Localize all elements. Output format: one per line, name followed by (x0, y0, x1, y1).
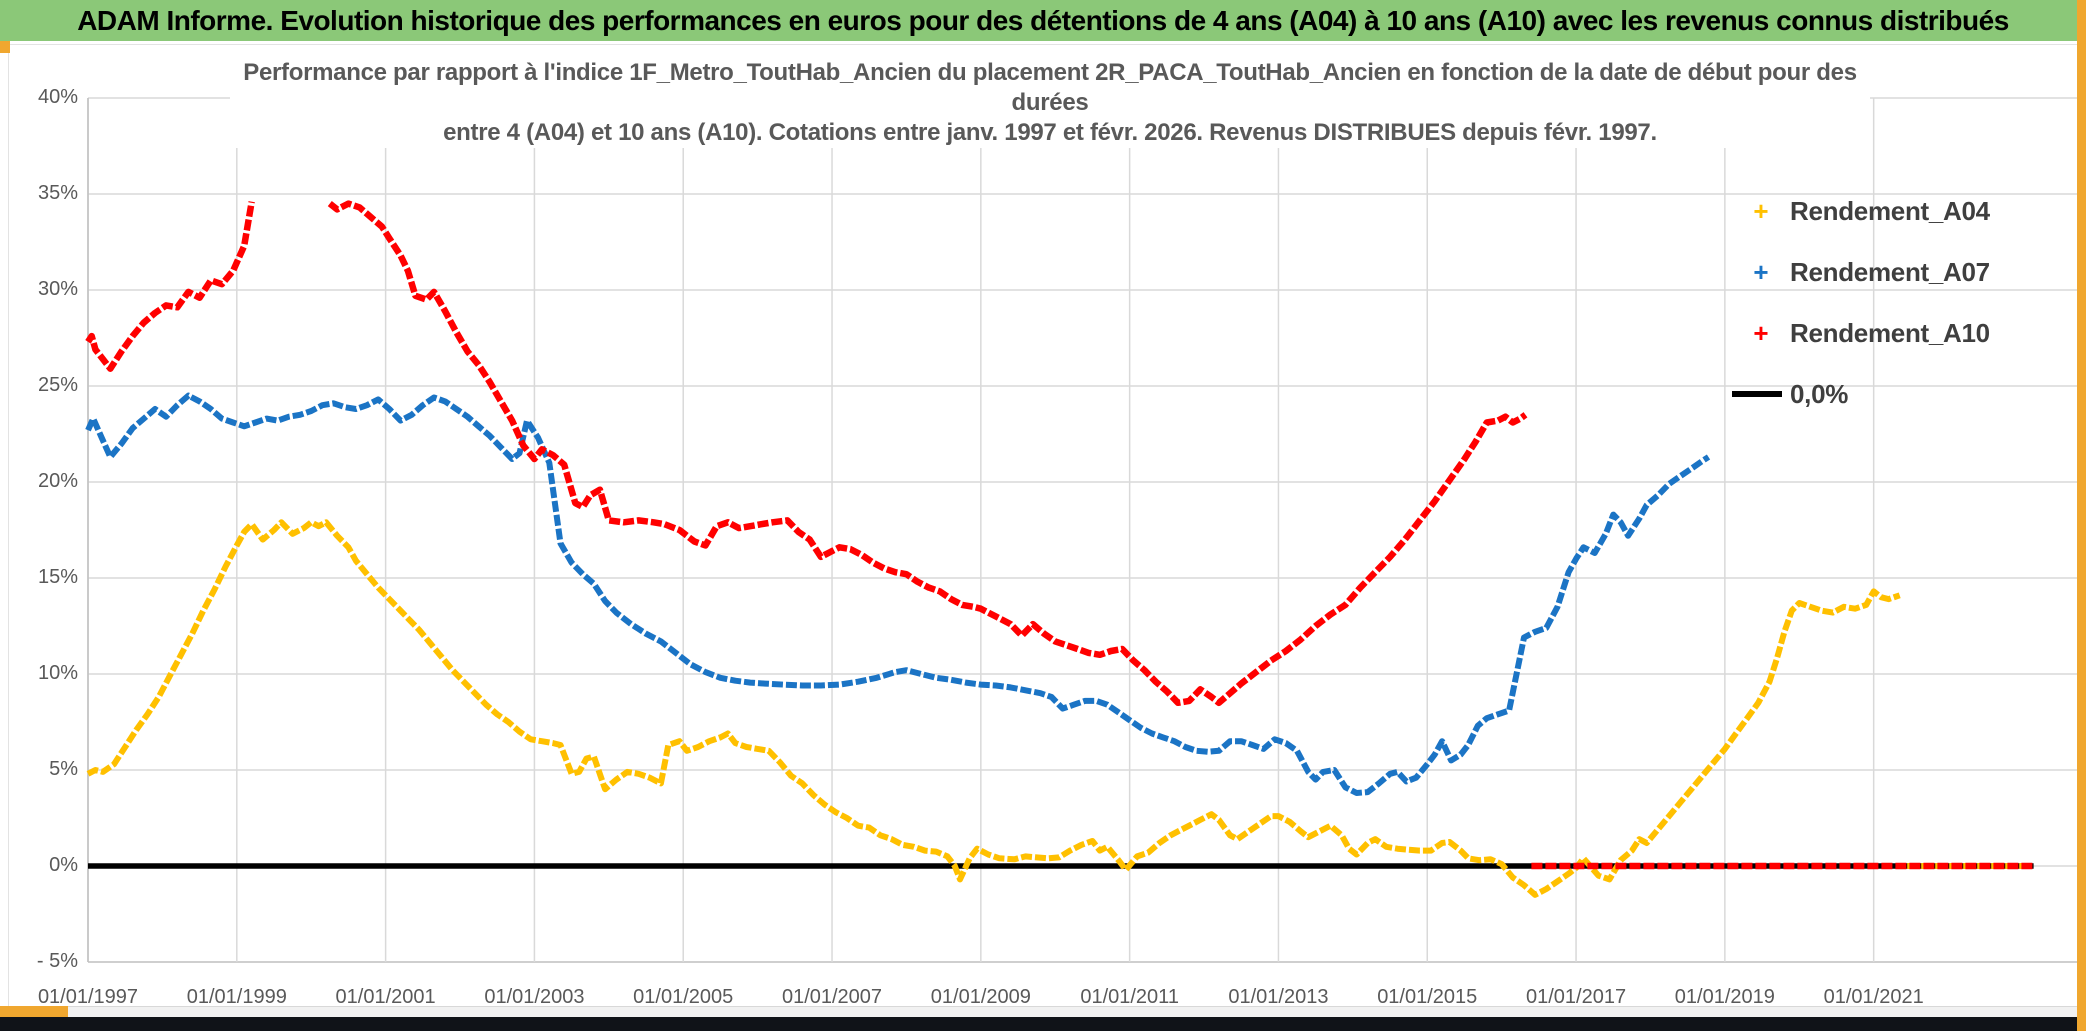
right-window-border (2077, 0, 2086, 1031)
legend-label: 0,0% (1790, 378, 1849, 409)
y-tick-label-40: 40% (37, 86, 78, 108)
legend-plus-marker: + (1753, 317, 1769, 348)
chart-legend: + Rendement_A04 + Rendement_A07 + Rendement_A… (1732, 188, 1990, 432)
x-tick-label-2007: 01/01/2007 (781, 986, 883, 1008)
x-tick-label-2011: 01/01/2011 (1080, 986, 1179, 1008)
x-tick-label-2017: 01/01/2017 (1525, 986, 1627, 1008)
legend-item-rendement-a04[interactable]: + Rendement_A04 (1732, 188, 1990, 234)
chart-title-line-2: durées (1011, 89, 1089, 116)
legend-label: Rendement_A10 (1790, 317, 1990, 348)
legend-item-rendement-a07[interactable]: + Rendement_A07 (1732, 249, 1990, 295)
window-title-bar: ADAM Informe. Evolution historique des p… (0, 0, 2086, 41)
x-tick-label-2009: 01/01/2009 (930, 986, 1031, 1008)
chart-title-line-1: Performance par rapport à l'indice 1F_Me… (243, 59, 1857, 86)
x-tick-label-2003: 01/01/2003 (484, 986, 585, 1008)
x-tick-label-1997: 01/01/1997 (37, 986, 139, 1008)
chart-area[interactable] (8, 44, 2080, 1007)
legend-label: Rendement_A04 (1790, 195, 1990, 226)
y-tick-label-5: 5% (49, 758, 78, 780)
x-tick-label-2019: 01/01/2019 (1674, 986, 1775, 1008)
y-tick-label-30: 30% (37, 278, 78, 300)
series-rendement-a04-seg0[interactable] (86, 519, 1901, 898)
chart-title-line-3: entre 4 (A04) et 10 ans (A10). Cotations… (443, 119, 1657, 146)
left-gold-chip (0, 41, 10, 53)
x-tick-label-2021: 01/01/2021 (1823, 986, 1924, 1008)
x-tick-label-1999: 01/01/1999 (186, 986, 287, 1008)
x-tick-label-2005: 01/01/2005 (633, 986, 734, 1008)
y-tick-label-0: 0% (49, 854, 78, 876)
bottom-left-gold-chip (0, 1006, 68, 1017)
y-tick-label-35: 35% (37, 182, 78, 204)
legend-plus-marker: + (1753, 195, 1769, 226)
y-tick-label-25: 25% (37, 374, 78, 396)
legend-plus-marker: + (1753, 256, 1769, 287)
chart-title: Performance par rapport à l'indice 1F_Me… (230, 58, 1870, 148)
x-tick-label-2001: 01/01/2001 (335, 986, 436, 1008)
x-tick-label-2013: 01/01/2013 (1228, 986, 1329, 1008)
y-tick-label--5: - 5% (36, 950, 78, 972)
y-tick-label-10: 10% (37, 662, 78, 684)
legend-line-swatch (1732, 391, 1782, 397)
x-tick-label-2015: 01/01/2015 (1377, 986, 1478, 1008)
bottom-window-band (0, 1017, 2086, 1031)
legend-item-0-0-[interactable]: 0,0% (1732, 371, 1990, 417)
series-rendement-a07-seg0[interactable] (85, 392, 1711, 796)
series-rendement-a10-seg0[interactable] (85, 201, 255, 372)
bottom-scrollbar-track[interactable] (0, 1006, 2086, 1018)
legend-item-rendement-a10[interactable]: + Rendement_A10 (1732, 310, 1990, 356)
window-title: ADAM Informe. Evolution historique des p… (77, 4, 2009, 36)
series-rendement-a10-seg1[interactable] (327, 200, 1528, 707)
legend-label: Rendement_A07 (1790, 256, 1990, 287)
y-tick-label-20: 20% (37, 470, 78, 492)
y-tick-label-15: 15% (37, 566, 78, 588)
